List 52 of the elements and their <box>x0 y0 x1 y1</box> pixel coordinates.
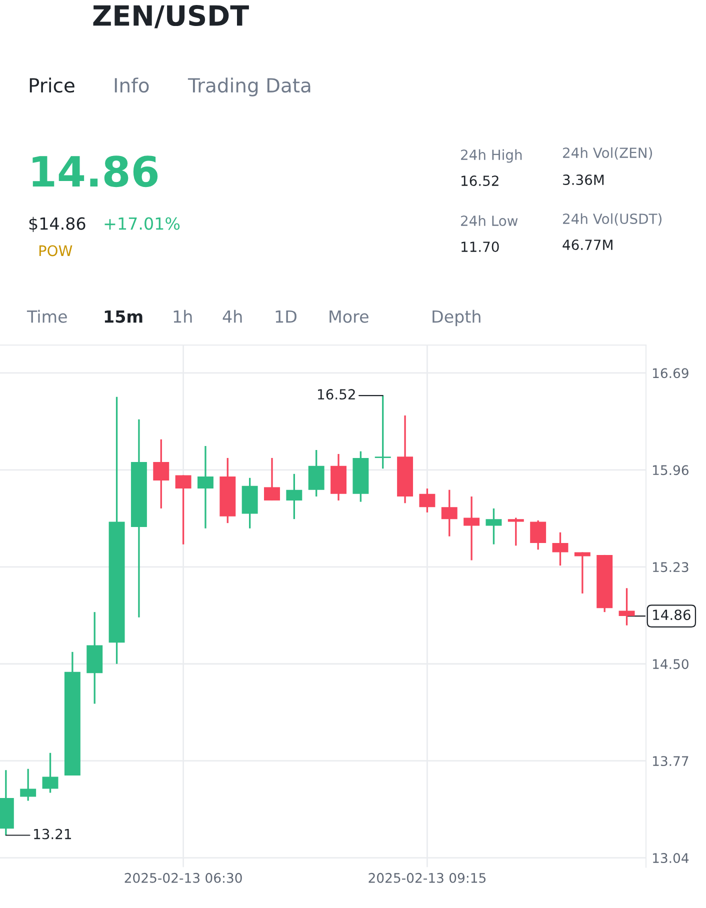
candlestick <box>419 488 436 514</box>
candlestick <box>486 508 502 546</box>
y-tick-label: 13.04 <box>652 853 689 864</box>
candlestick <box>530 520 546 550</box>
text: 46.77M <box>562 240 612 250</box>
y-tick-label: 16.69 <box>652 368 688 378</box>
text: 1D <box>276 310 296 323</box>
candlestick <box>308 449 324 498</box>
candlestick <box>175 474 192 546</box>
candlestick <box>286 473 302 520</box>
text: 14.86 <box>32 156 158 188</box>
candlestick <box>374 394 391 470</box>
candlestick <box>508 516 524 546</box>
text: 3.36M <box>563 174 604 186</box>
text: Time <box>26 310 67 323</box>
candlestick <box>20 768 36 802</box>
candlestick <box>552 532 568 566</box>
text: Info <box>114 78 149 93</box>
candlestick <box>197 445 214 530</box>
text: 24h High <box>461 149 522 163</box>
y-tick-label: 13.77 <box>652 756 688 766</box>
annotation: 16.52 <box>318 389 355 400</box>
text: 11.70 <box>462 242 499 252</box>
text: $14.86 <box>29 216 86 232</box>
x-tick-label: 2025-02-13 09:15 <box>368 872 486 883</box>
text: +17.01% <box>104 217 180 230</box>
text: Depth <box>432 310 480 326</box>
text: 16.52 <box>462 176 498 186</box>
candlestick <box>264 457 280 502</box>
ref-line-label: 14.86 <box>653 610 690 620</box>
text: 1h <box>174 310 192 323</box>
y-tick-label: 14.50 <box>652 659 688 670</box>
candlestick <box>42 752 58 794</box>
candlestick <box>153 438 170 510</box>
chart-title: ZEN/USDT <box>93 5 249 28</box>
y-tick-label: 15.23 <box>652 562 688 572</box>
candlestick <box>618 587 635 626</box>
text: More <box>330 310 368 323</box>
text: 24h Vol(ZEN) <box>563 147 652 160</box>
text: Trading Data <box>188 78 310 96</box>
x-tick-label: 2025-02-13 06:30 <box>124 872 242 883</box>
text: Price <box>30 78 74 93</box>
candlestick <box>441 489 458 538</box>
annotation: 13.21 <box>34 828 71 840</box>
text: 24h Low <box>461 215 518 226</box>
candlestick <box>574 551 590 594</box>
text: 4h <box>222 310 242 323</box>
text: POW <box>39 245 72 256</box>
text: 24h Vol(USDT) <box>563 213 662 226</box>
text: 15m <box>104 310 142 323</box>
y-tick-label: 15.96 <box>652 465 688 476</box>
candlestick <box>464 496 480 562</box>
